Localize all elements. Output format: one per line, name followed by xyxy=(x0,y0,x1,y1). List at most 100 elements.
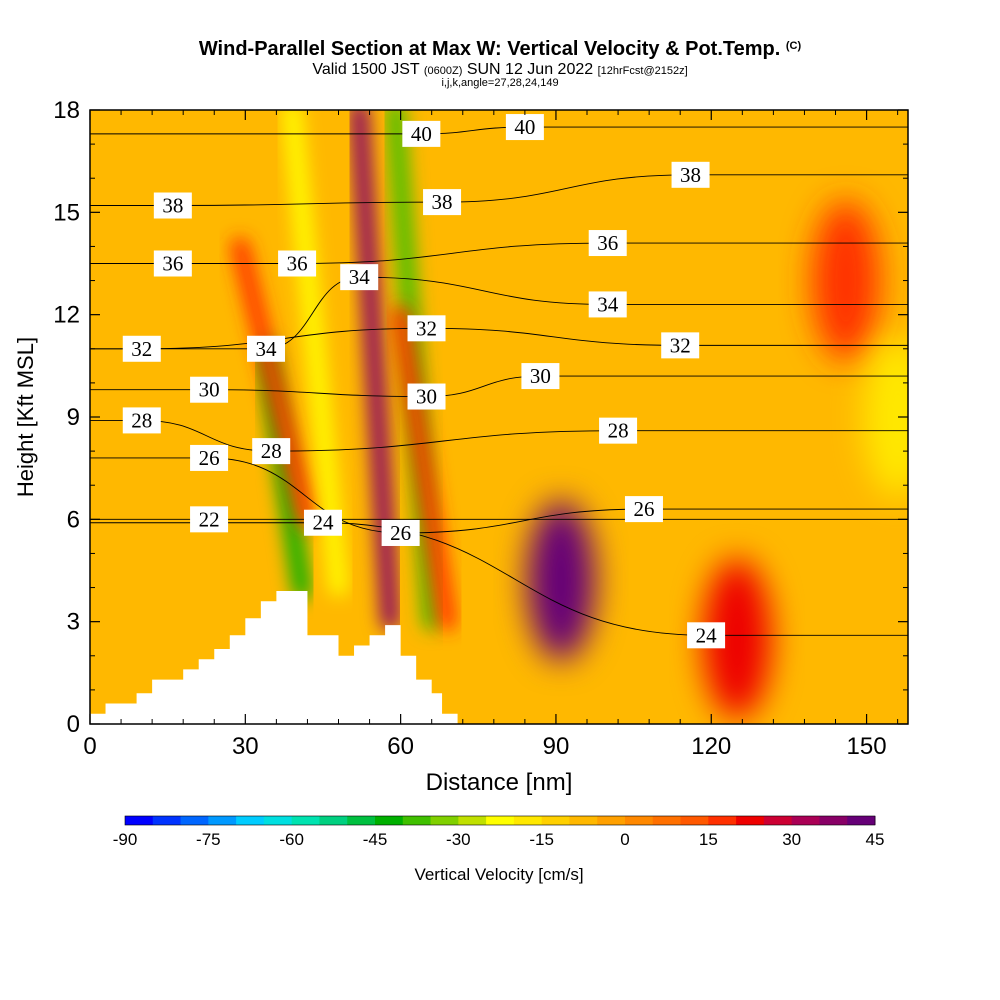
contour-label-text: 34 xyxy=(597,292,619,316)
contour-label-box xyxy=(407,383,446,410)
x-tick-label: 60 xyxy=(387,733,414,760)
y-tick-label: 12 xyxy=(53,302,80,329)
contour-label-box xyxy=(190,444,229,471)
x-axis-label: Distance [nm] xyxy=(426,769,573,796)
contour-label-text: 28 xyxy=(261,439,282,463)
x-tick-label: 120 xyxy=(691,733,731,760)
contour-label-box xyxy=(278,250,317,277)
contour-label-text: 30 xyxy=(416,385,437,409)
velocity-cell-8 xyxy=(527,500,596,661)
contour-label-box xyxy=(252,438,291,465)
colorbar-swatch xyxy=(430,816,459,825)
colorbar-swatch xyxy=(125,816,154,825)
colorbar-swatch xyxy=(819,816,848,825)
contour-label-box xyxy=(588,230,627,257)
contour-label: 36 xyxy=(278,250,317,277)
velocity-cell-10 xyxy=(811,200,880,361)
velocity-band-3 xyxy=(282,110,348,597)
contour-label: 34 xyxy=(340,264,379,291)
contour-label-box xyxy=(588,291,627,318)
colorbar-swatch xyxy=(375,816,404,825)
contour-label-text: 36 xyxy=(597,231,618,255)
contour-label-text: 24 xyxy=(312,511,334,535)
contour-label: 38 xyxy=(671,161,710,188)
contour-label-box xyxy=(423,189,462,216)
colorbar: -90 -75 -60 -45 -30 -15 0 15 30 45 xyxy=(113,815,885,849)
colorbar-swatch xyxy=(791,816,820,825)
contour-label: 26 xyxy=(381,519,420,546)
contour-label-text: 32 xyxy=(131,337,152,361)
contour-label: 38 xyxy=(153,192,192,219)
velocity-cell-9 xyxy=(703,558,772,719)
contour-label-text: 26 xyxy=(199,446,220,470)
colorbar-swatch xyxy=(569,816,598,825)
velocity-band-2 xyxy=(231,237,317,529)
y-tick-label: 3 xyxy=(67,609,80,636)
title-text: Wind-Parallel Section at Max W: Vertical… xyxy=(198,38,781,60)
colorbar-swatch xyxy=(763,816,793,825)
colorbar-tick-label: -30 xyxy=(446,830,471,849)
colorbar-swatch xyxy=(652,816,682,825)
contour-label-box xyxy=(624,496,663,523)
contour-label: 26 xyxy=(190,444,229,471)
plot-background xyxy=(90,110,908,724)
colorbar-tick-label: 15 xyxy=(699,830,718,849)
contour-label-box xyxy=(505,114,544,141)
contour-label: 36 xyxy=(588,230,627,257)
contour-label-text: 30 xyxy=(530,364,551,388)
contour-label-text: 32 xyxy=(416,316,437,340)
contour-label: 24 xyxy=(687,622,726,649)
contour-label-box xyxy=(153,192,192,219)
colorbar-tick-label: 45 xyxy=(866,830,885,849)
contour-label-box xyxy=(599,417,638,444)
contour-label: 38 xyxy=(423,189,462,216)
y-tick-label: 0 xyxy=(67,711,80,738)
colorbar-tick-label: 30 xyxy=(782,830,801,849)
terrain-profile xyxy=(90,590,458,724)
contour-label-text: 36 xyxy=(162,252,183,276)
contour-label: 36 xyxy=(153,250,192,277)
y-axis-label: Height [Kft MSL] xyxy=(13,337,38,497)
colorbar-swatch xyxy=(319,816,348,825)
contour-label-text: 38 xyxy=(162,194,183,218)
colorbar-swatch xyxy=(680,816,709,825)
colorbar-swatch xyxy=(180,816,209,825)
valid-utc: (0600Z) xyxy=(423,65,463,77)
colorbar-swatch xyxy=(847,816,876,825)
velocity-band-7 xyxy=(391,305,457,631)
colorbar-swatch xyxy=(625,816,654,825)
colorbar-tick-label: -45 xyxy=(363,830,388,849)
contour-label: 30 xyxy=(521,363,560,390)
colorbar-swatch xyxy=(541,816,570,825)
contour-label: 22 xyxy=(190,506,229,533)
contour-label-box xyxy=(122,407,161,434)
contour-label-box xyxy=(407,315,446,342)
contour-label-text: 28 xyxy=(131,408,152,432)
x-tick-label: 30 xyxy=(232,733,259,760)
contour-label: 28 xyxy=(599,417,638,444)
y-tick-label: 18 xyxy=(53,97,80,124)
contour-label: 34 xyxy=(247,335,286,362)
x-tick-label: 90 xyxy=(543,733,570,760)
colorbar-swatch xyxy=(152,816,182,825)
contour-label-box xyxy=(190,376,229,403)
contour-label-text: 32 xyxy=(670,333,691,357)
forecast-info: [12hrFcst@2152z] xyxy=(597,65,688,77)
theta-contour-34 xyxy=(90,276,908,350)
contour-label-box xyxy=(153,250,192,277)
contour-label-text: 30 xyxy=(199,378,220,402)
colorbar-swatch xyxy=(263,816,293,825)
contour-label-text: 38 xyxy=(432,190,453,214)
grid-indices: i,j,k,angle=27,28,24,149 xyxy=(441,77,559,89)
colorbar-swatch xyxy=(402,816,432,825)
contour-label-box xyxy=(190,506,229,533)
contour-label-text: 40 xyxy=(411,122,432,146)
contour-label-box xyxy=(303,509,342,536)
colorbar-tick-label: -75 xyxy=(196,830,221,849)
contour-label-box xyxy=(661,332,700,359)
colorbar-swatch xyxy=(736,816,765,825)
chart-title: Wind-Parallel Section at Max W: Vertical… xyxy=(0,38,1000,61)
colorbar-tick-label: -15 xyxy=(529,830,554,849)
contour-label: 30 xyxy=(190,376,229,403)
